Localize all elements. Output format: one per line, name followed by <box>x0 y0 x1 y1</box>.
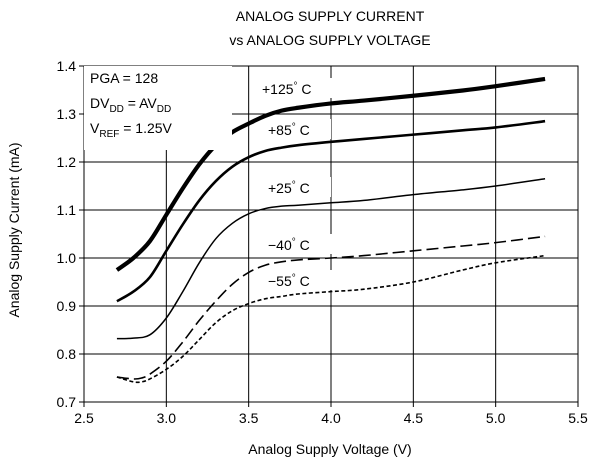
series-line-85c <box>116 119 546 303</box>
label-minus55-unit: C <box>296 273 310 289</box>
y-tick-label: 0.7 <box>57 394 77 410</box>
series-label-85c: +85° C <box>268 122 310 138</box>
conditions-background <box>84 66 232 150</box>
label-minus55-degree: ° <box>292 273 296 284</box>
chart-title: ANALOG SUPPLY CURRENT vs ANALOG SUPPLY V… <box>229 8 430 48</box>
label-85-unit: C <box>296 122 310 138</box>
conditions-box: PGA = 128 DVDD = AVDD VREF = 1.25V <box>84 66 232 150</box>
series-labels: +125° C +85° C +25° C −40° C −55° C <box>258 78 332 290</box>
label-85-degree: ° <box>292 122 296 133</box>
x-tick-label: 5.5 <box>568 410 588 426</box>
label-minus55-value: −55 <box>268 273 292 289</box>
x-tick-label: 2.5 <box>74 410 94 426</box>
label-125-degree: ° <box>294 81 298 92</box>
vref-base: V <box>90 120 100 136</box>
series-label-minus55c: −55° C <box>268 273 310 289</box>
condition-dvdd: DVDD = AVDD <box>90 95 171 115</box>
series-label-125c: +125° C <box>262 81 312 97</box>
label-bg-125 <box>258 78 332 98</box>
condition-pga: PGA = 128 <box>90 70 158 86</box>
dv-sub: DD <box>109 104 123 115</box>
label-bg-25 <box>265 177 331 197</box>
y-axis-label: Analog Supply Current (mA) <box>6 142 22 317</box>
condition-vref: VREF = 1.25V <box>90 120 173 140</box>
x-tick-label: 3.5 <box>239 410 259 426</box>
label-bg-minus55 <box>264 270 332 290</box>
series-lines <box>115 76 546 384</box>
label-85-value: +85 <box>268 122 292 138</box>
x-tick-label: 4.0 <box>321 410 341 426</box>
chart-title-line-1: ANALOG SUPPLY CURRENT <box>236 8 425 24</box>
label-25-degree: ° <box>292 180 296 191</box>
label-125-unit: C <box>298 81 312 97</box>
dv-mid: = AV <box>124 95 157 111</box>
dv-base: DV <box>90 95 110 111</box>
axis-ticks <box>79 65 579 407</box>
chart-title-line-2: vs ANALOG SUPPLY VOLTAGE <box>229 32 430 48</box>
series-line-125c <box>115 76 546 272</box>
y-tick-label: 1.4 <box>57 58 77 74</box>
series-line-25c <box>116 178 546 340</box>
y-tick-label: 1.3 <box>57 106 77 122</box>
series-label-minus40c: −40° C <box>268 237 310 253</box>
y-axis-tick-labels: 0.7 0.8 0.9 1.0 1.1 1.2 1.3 1.4 <box>57 58 77 410</box>
vref-sub: REF <box>99 129 119 140</box>
series-line-minus55c <box>116 254 546 384</box>
label-25-value: +25 <box>268 180 292 196</box>
y-tick-label: 1.1 <box>57 202 77 218</box>
y-tick-label: 0.8 <box>57 346 77 362</box>
y-tick-label: 0.9 <box>57 298 77 314</box>
y-tick-label: 1.0 <box>57 250 77 266</box>
label-minus40-unit: C <box>296 237 310 253</box>
x-tick-label: 5.0 <box>486 410 506 426</box>
series-line-minus40c <box>116 235 546 380</box>
x-tick-label: 4.5 <box>404 410 424 426</box>
vref-rest: = 1.25V <box>119 120 172 136</box>
label-bg-85 <box>265 119 331 139</box>
label-minus40-value: −40 <box>268 237 292 253</box>
x-axis-label: Analog Supply Voltage (V) <box>248 441 411 457</box>
label-125-value: +125 <box>262 81 294 97</box>
x-tick-label: 3.0 <box>157 410 177 426</box>
y-tick-label: 1.2 <box>57 154 77 170</box>
label-bg-minus40 <box>264 234 332 254</box>
label-25-unit: C <box>296 180 310 196</box>
x-axis-tick-labels: 2.5 3.0 3.5 4.0 4.5 5.0 5.5 <box>74 410 588 426</box>
series-label-25c: +25° C <box>268 180 310 196</box>
av-sub: DD <box>157 104 171 115</box>
label-minus40-degree: ° <box>292 237 296 248</box>
